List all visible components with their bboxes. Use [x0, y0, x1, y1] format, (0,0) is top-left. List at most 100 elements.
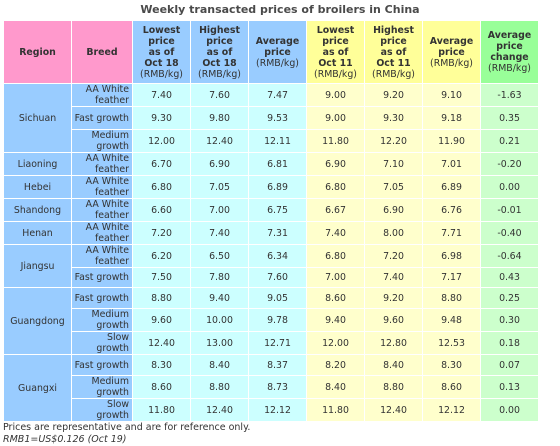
avg18-cell: 9.78	[249, 309, 306, 331]
high18-cell: 6.50	[191, 245, 248, 267]
breed-line: AA White	[85, 153, 129, 164]
breed-line: feather	[94, 233, 129, 244]
table-row: Medium growth 12.00 12.40 12.11 11.80 12.20 11.…	[4, 130, 538, 152]
change-cell: 0.00	[481, 176, 538, 198]
breed-cell: Medium growth	[72, 130, 132, 152]
high18-cell: 7.60	[191, 84, 248, 106]
breed-line: feather	[94, 187, 129, 198]
header-high18: Highest price as of Oct 18 (RMB/kg)	[191, 21, 248, 83]
high11-cell: 9.20	[365, 84, 422, 106]
high18-cell: 8.80	[191, 376, 248, 398]
breed-line: AA White	[85, 222, 129, 233]
breed-cell: Slow growth	[72, 332, 132, 354]
change-cell: 0.07	[481, 355, 538, 375]
high11-cell: 12.40	[365, 399, 422, 421]
low11-cell: 11.80	[307, 130, 364, 152]
table-row: Fast growth 7.50 7.80 7.60 7.00 7.40 7.17 0.43	[4, 268, 538, 287]
header-avg18: Average price (RMB/kg)	[249, 21, 306, 83]
breed-line: AA White	[85, 176, 129, 187]
low11-cell: 6.80	[307, 245, 364, 267]
high18-cell: 7.05	[191, 176, 248, 198]
region-cell: Guangdong	[4, 288, 71, 354]
high11-cell: 6.90	[365, 199, 422, 221]
change-cell: 0.13	[481, 376, 538, 398]
high11-cell: 7.40	[365, 268, 422, 287]
avg18-cell: 7.60	[249, 268, 306, 287]
table-title: Weekly transacted prices of broilers in …	[140, 3, 420, 16]
change-cell: 0.25	[481, 288, 538, 308]
high11-cell: 7.10	[365, 153, 422, 175]
footnote: Prices are representative and are for re…	[3, 422, 251, 433]
high11-cell: 9.20	[365, 288, 422, 308]
avg18-cell: 8.37	[249, 355, 306, 375]
breed-line: AA White	[85, 84, 129, 95]
region-cell: Guangxi	[4, 355, 71, 421]
high18-cell: 9.40	[191, 288, 248, 308]
high18-cell: 10.00	[191, 309, 248, 331]
region-cell: Jiangsu	[4, 245, 71, 287]
low18-cell: 12.40	[133, 332, 190, 354]
avg11-cell: 6.89	[423, 176, 480, 198]
low18-cell: 8.30	[133, 355, 190, 375]
table-row: Liaoning AA White feather 6.70 6.90 6.81 6.90 7…	[4, 153, 538, 175]
low11-cell: 6.90	[307, 153, 364, 175]
header-high11: Highest price as of Oct 11 (RMB/kg)	[365, 21, 422, 83]
breed-line: feather	[94, 210, 129, 221]
low11-cell: 8.40	[307, 376, 364, 398]
avg18-cell: 9.53	[249, 107, 306, 129]
change-cell: 0.30	[481, 309, 538, 331]
header-row: Region Breed Lowest price as of Oct 18 (RMB…	[4, 21, 538, 83]
breed-cell: AA White feather	[72, 84, 132, 106]
avg11-cell: 6.98	[423, 245, 480, 267]
change-cell: 0.00	[481, 399, 538, 421]
region-cell: Hebei	[4, 176, 71, 198]
low11-cell: 8.60	[307, 288, 364, 308]
exchange-rate: RMB1=US$0.126 (Oct 19)	[3, 434, 127, 445]
breed-line: feather	[94, 164, 129, 175]
table-row: Fast growth 9.30 9.80 9.53 9.00 9.30 9.18 0.35	[4, 107, 538, 129]
region-cell: Sichuan	[4, 84, 71, 152]
prices-table: Region Breed Lowest price as of Oct 18 (RMB…	[3, 20, 539, 422]
breed-line: AA White	[85, 245, 129, 256]
breed-cell: Fast growth	[72, 355, 132, 375]
avg11-cell: 8.60	[423, 376, 480, 398]
breed-cell: AA White feather	[72, 176, 132, 198]
change-cell: -0.64	[481, 245, 538, 267]
breed-line: Medium	[91, 309, 130, 320]
low11-cell: 8.20	[307, 355, 364, 375]
header-region: Region	[4, 21, 71, 83]
low18-cell: 6.70	[133, 153, 190, 175]
low11-cell: 9.40	[307, 309, 364, 331]
low18-cell: 6.80	[133, 176, 190, 198]
change-cell: 0.21	[481, 130, 538, 152]
breed-cell: Slow growth	[72, 399, 132, 421]
change-cell: 0.35	[481, 107, 538, 129]
breed-cell: AA White feather	[72, 153, 132, 175]
low18-cell: 9.30	[133, 107, 190, 129]
table-row: Slow growth 12.40 13.00 12.71 12.00 12.80 12.5…	[4, 332, 538, 354]
table-body: Sichuan AA White feather 7.40 7.60 7.47 9.00 9.…	[4, 84, 538, 421]
breed-cell: Fast growth	[72, 268, 132, 287]
region-cell: Henan	[4, 222, 71, 244]
high11-cell: 7.20	[365, 245, 422, 267]
avg18-cell: 9.05	[249, 288, 306, 308]
low11-cell: 7.40	[307, 222, 364, 244]
high18-cell: 7.80	[191, 268, 248, 287]
avg18-cell: 8.73	[249, 376, 306, 398]
avg11-cell: 9.10	[423, 84, 480, 106]
header-low11: Lowest price as of Oct 11 (RMB/kg)	[307, 21, 364, 83]
table-row: Slow growth 11.80 12.40 12.12 11.80 12.40 12.1…	[4, 399, 538, 421]
breed-cell: Medium growth	[72, 309, 132, 331]
low11-cell: 6.67	[307, 199, 364, 221]
breed-line: Slow growth	[96, 332, 129, 354]
avg11-cell: 7.17	[423, 268, 480, 287]
table-row: Medium growth 9.60 10.00 9.78 9.40 9.60 9.48 0.3…	[4, 309, 538, 331]
avg11-cell: 11.90	[423, 130, 480, 152]
avg11-cell: 9.48	[423, 309, 480, 331]
breed-line: growth	[96, 141, 129, 152]
avg11-cell: 7.01	[423, 153, 480, 175]
change-cell: -1.63	[481, 84, 538, 106]
change-cell: -0.01	[481, 199, 538, 221]
low18-cell: 11.80	[133, 399, 190, 421]
breed-line: AA White	[85, 199, 129, 210]
